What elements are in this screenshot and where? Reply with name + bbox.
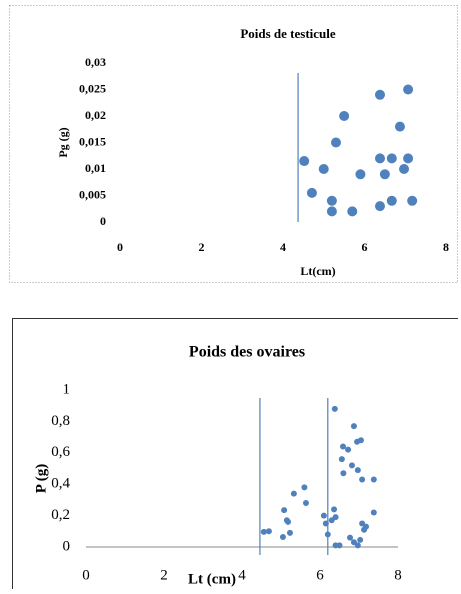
y-tick-label: 0,025	[79, 81, 106, 95]
point	[359, 476, 366, 483]
point	[379, 169, 390, 180]
point	[355, 169, 366, 180]
point	[301, 484, 308, 491]
y-axis-label: P (g)	[33, 464, 49, 494]
point	[338, 456, 345, 463]
x-tick-label: 8	[443, 240, 449, 254]
point	[354, 467, 361, 474]
y-tick-label: 0	[63, 538, 71, 554]
point	[279, 533, 286, 540]
point	[374, 89, 385, 100]
x-tick-label: 4	[280, 240, 286, 254]
y-tick-label: 0,8	[51, 413, 70, 429]
point	[299, 156, 310, 167]
y-tick-label: 0,03	[85, 55, 106, 69]
point	[339, 111, 350, 121]
point	[340, 443, 347, 450]
point	[326, 206, 337, 217]
point	[260, 528, 267, 535]
y-tick-label: 0	[100, 214, 106, 228]
point	[386, 153, 397, 164]
point	[348, 462, 355, 469]
y-tick-label: 0,01	[85, 161, 106, 175]
point	[320, 512, 327, 519]
x-tick-label: 4	[238, 567, 246, 583]
point	[347, 206, 358, 217]
point	[363, 523, 370, 530]
point	[350, 423, 357, 430]
point	[336, 542, 343, 549]
point	[318, 164, 329, 174]
point	[281, 507, 288, 514]
chart-title: Poids de testicule	[240, 26, 336, 41]
point	[306, 187, 317, 198]
point	[399, 164, 410, 174]
y-axis-label: Pg (g)	[56, 127, 70, 157]
point	[386, 195, 397, 206]
point	[407, 195, 418, 206]
point	[374, 201, 385, 212]
point	[370, 509, 377, 516]
point	[374, 153, 385, 164]
y-tick-label: 1	[63, 381, 71, 397]
x-tick-label: 2	[199, 240, 205, 254]
x-tick-label: 0	[117, 240, 123, 254]
y-tick-label: 0,005	[79, 187, 106, 201]
point	[357, 437, 364, 444]
y-tick-label: 0,2	[51, 507, 70, 523]
x-axis-label: Lt(cm)	[300, 264, 335, 278]
point	[326, 195, 337, 206]
y-tick-label: 0,015	[79, 134, 106, 148]
point	[340, 470, 347, 477]
point	[302, 500, 309, 507]
point	[347, 534, 354, 541]
point	[403, 153, 414, 164]
point	[331, 506, 338, 513]
chart-title: Poids des ovaires	[189, 344, 305, 361]
x-tick-label: 6	[362, 240, 368, 254]
point	[290, 490, 297, 497]
point	[331, 405, 338, 412]
point	[265, 528, 272, 535]
point	[357, 536, 364, 543]
x-tick-label: 6	[316, 567, 324, 583]
x-tick-label: 8	[394, 567, 402, 583]
point	[394, 121, 405, 132]
point	[324, 531, 331, 538]
y-tick-label: 0,02	[85, 108, 106, 122]
point	[330, 137, 341, 148]
point	[332, 514, 339, 521]
x-tick-label: 0	[82, 567, 90, 583]
y-tick-label: 0,6	[51, 444, 70, 460]
y-tick-label: 0,4	[51, 476, 70, 492]
point	[370, 476, 377, 483]
chart-border	[9, 5, 458, 283]
point	[322, 520, 329, 527]
point	[403, 84, 414, 95]
point	[354, 542, 361, 549]
x-tick-label: 2	[160, 567, 168, 583]
x-axis-label: Lt (cm)	[188, 571, 236, 587]
point	[286, 529, 293, 536]
point	[345, 446, 352, 453]
point	[285, 518, 292, 525]
